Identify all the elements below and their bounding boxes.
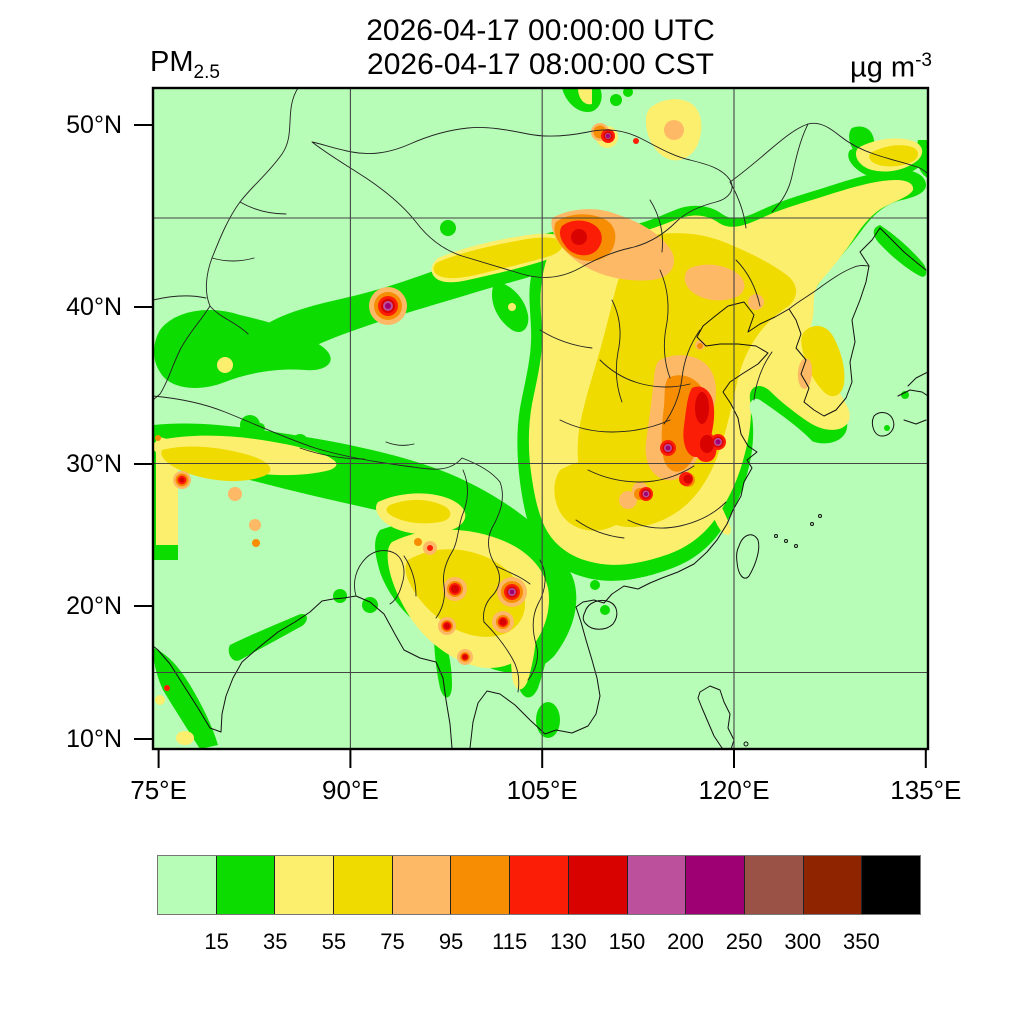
title-cst: 2026-04-17 08:00:00 CST [367,48,714,81]
colorbar-cell [215,856,275,914]
lon-tick-label: 75°E [130,775,187,805]
gridlines [153,88,928,749]
lon-tick-label: 105°E [506,775,578,805]
colorbar-tick-label: 35 [262,929,288,954]
units-exponent: -3 [915,50,932,71]
lon-tick-label: 120°E [698,775,770,805]
colorbar-tick-label: 15 [204,929,229,954]
colorbar-tick-label: 95 [438,929,464,954]
colorbar-tick-label: 150 [608,929,646,954]
lat-tick-label: 30°N [66,450,122,478]
colorbar [157,855,921,915]
colorbar-cell [802,856,862,914]
colorbar-cell [626,856,686,914]
country-borders [153,88,928,693]
colorbar-cell [509,856,568,914]
units-text: µg m [850,51,916,84]
colorbar-cell [391,856,451,914]
colorbar-tick-label: 115 [492,929,528,954]
colorbar-cell [450,856,510,914]
lat-tick-label: 40°N [66,293,122,321]
map-frame [151,86,930,751]
colorbar-cell [333,856,392,914]
contour-level-purple [385,134,721,595]
colorbar-cell [567,856,627,914]
yellow-sea-patch [749,398,829,479]
colorbar-cell [861,856,920,914]
colorbar-tick-label: 300 [784,929,822,954]
colorbar-cell [685,856,744,914]
lat-tick-label: 20°N [66,592,122,620]
colorbar-cell [158,856,216,914]
title-utc: 2026-04-17 00:00:00 UTC [366,14,715,47]
variable-subscript: 2.5 [193,61,220,83]
colorbar-tick-label: 75 [380,929,405,954]
tick-marks [134,124,927,768]
colorbar-tick-label: 55 [321,929,347,954]
lat-tick-label: 50°N [66,111,122,139]
colorbar-tick-label: 200 [667,929,704,954]
coastlines [153,227,928,749]
colorbar-tick-label: 250 [725,929,763,954]
colorbar-cell [743,856,803,914]
title-block: 2026-04-17 00:00:00 UTC 2026-04-17 08:00… [153,14,928,82]
variable-name: PM [150,46,194,78]
lon-tick-label: 135°E [890,775,962,805]
colorbar-tick-label: 130 [549,929,587,954]
variable-label: PM2.5 [150,46,220,84]
colorbar-cell [274,856,334,914]
units-label: µg m-3 [778,50,932,85]
map-content [153,88,928,749]
lat-tick-label: 10°N [66,725,122,753]
colorbar-tick-label: 350 [843,929,880,954]
lon-tick-label: 90°E [322,775,379,805]
